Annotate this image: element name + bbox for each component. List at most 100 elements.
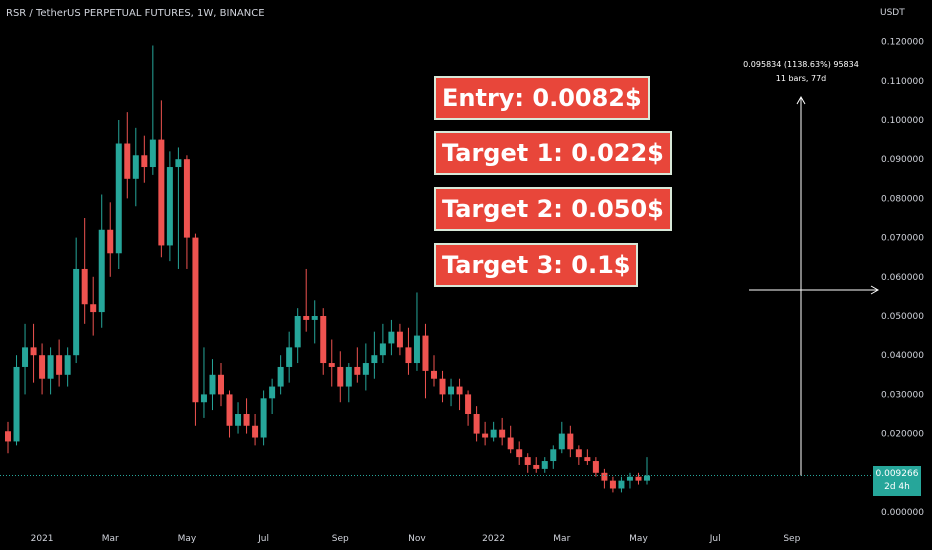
candle-body (235, 414, 242, 426)
candle-body (218, 374, 224, 395)
price-range-measure: 0.095834 (1138.63%) 95834 11 bars, 77d (730, 58, 872, 86)
candle-body (320, 316, 327, 364)
candle-body (592, 461, 599, 473)
candle-body (524, 457, 531, 465)
target-1-label: Target 1: 0.022$ (434, 131, 672, 175)
candle-body (345, 366, 352, 387)
candle-body (141, 155, 148, 168)
candle-body (260, 398, 267, 438)
measure-range-text: 0.095834 (1138.63%) 95834 (743, 60, 859, 69)
y-tick-label: 0.050000 (881, 312, 924, 322)
candle-body (473, 414, 480, 434)
y-tick-label: 0.090000 (881, 155, 924, 165)
candle-body (81, 268, 88, 305)
candle-body (277, 366, 284, 387)
x-tick-label: Nov (408, 534, 426, 544)
candle-body (13, 366, 20, 442)
candle-body (107, 229, 114, 254)
candle-body (22, 347, 29, 367)
candle-body (149, 139, 156, 168)
candle-body (499, 429, 506, 438)
candle-body (115, 143, 122, 254)
candle-body (209, 374, 216, 395)
candle-body (422, 335, 429, 371)
candle-body (609, 480, 616, 489)
target-3-label: Target 3: 0.1$ (434, 243, 639, 287)
x-tick-label: 2021 (31, 534, 54, 544)
candle-body (567, 433, 574, 450)
candle-body (584, 457, 591, 462)
last-price-value: 0.009266 (875, 469, 919, 479)
candle-body (396, 331, 403, 348)
candle-body (456, 386, 463, 395)
y-tick-label: 0.000000 (881, 508, 924, 518)
candle-body (558, 433, 565, 450)
candle-body (175, 159, 182, 168)
measure-bars-text: 11 bars, 77d (775, 74, 827, 83)
candle-body (388, 331, 395, 344)
candle-body (98, 229, 105, 313)
y-tick-label: 0.070000 (881, 234, 924, 244)
y-tick-label: 0.030000 (881, 390, 924, 400)
candle-body (439, 378, 446, 395)
candle-body (243, 414, 250, 426)
candle-body (371, 355, 378, 364)
candle-body (379, 343, 386, 356)
candle-body (601, 472, 608, 481)
target-2-label: Target 2: 0.050$ (434, 187, 672, 231)
y-tick-label: 0.120000 (881, 38, 924, 48)
y-tick-label: 0.020000 (881, 430, 924, 440)
x-tick-label: Sep (332, 534, 349, 544)
candle-body (269, 386, 276, 399)
candle-body (490, 429, 497, 438)
y-tick-label: 0.060000 (881, 273, 924, 283)
y-tick-label: 0.040000 (881, 351, 924, 361)
candle-body (56, 355, 63, 375)
candle-body (5, 431, 11, 442)
candle-body (124, 143, 131, 179)
bar-countdown: 2d 4h (884, 482, 910, 492)
candle-body (200, 394, 207, 403)
measure-arrow-right (870, 285, 880, 295)
candle-body (30, 347, 37, 356)
candle-body (482, 433, 489, 438)
candle-body (226, 394, 233, 426)
candle-body (328, 363, 335, 367)
entry-label: Entry: 0.0082$ (434, 76, 650, 120)
candle-body (303, 316, 310, 320)
x-tick-label: Jul (257, 534, 269, 544)
x-tick-label: May (629, 534, 648, 544)
candle-body (516, 449, 523, 458)
candle-body (431, 370, 437, 379)
candle-body (132, 155, 139, 179)
x-tick-label: Jul (709, 534, 721, 544)
candle-body (550, 449, 557, 462)
x-tick-label: 2022 (482, 534, 505, 544)
candle-body (252, 425, 259, 438)
candle-body (158, 139, 165, 246)
candle-body (183, 159, 190, 238)
candle-body (465, 394, 472, 414)
candle-body (90, 304, 97, 313)
candle-body (635, 476, 642, 481)
candle-body (533, 464, 540, 469)
candle-body (541, 461, 548, 469)
candle-body (294, 316, 301, 348)
candle-body (286, 347, 293, 367)
candle-body (626, 476, 633, 481)
candle-body (73, 268, 80, 356)
candle-body (507, 437, 514, 450)
candle-body (362, 363, 369, 375)
candle-body (413, 335, 420, 364)
y-tick-label: 0.080000 (881, 194, 924, 204)
candle-body (166, 167, 173, 246)
y-tick-label: 0.100000 (881, 116, 924, 126)
candle-body (64, 355, 71, 375)
x-tick-label: Sep (783, 534, 800, 544)
x-tick-label: Mar (553, 534, 570, 544)
candle-body (311, 316, 318, 320)
x-tick-label: Mar (102, 534, 119, 544)
candle-body (575, 449, 582, 458)
candle-body (47, 355, 54, 379)
